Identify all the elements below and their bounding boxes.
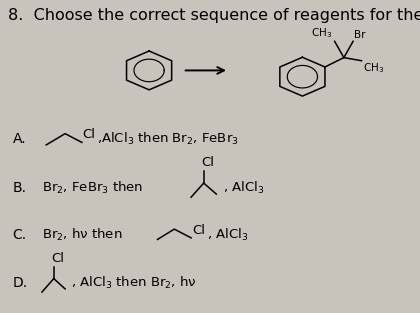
Text: Cl: Cl	[83, 128, 96, 141]
Text: CH$_3$: CH$_3$	[311, 26, 333, 40]
Text: Br$_2$, FeBr$_3$ then: Br$_2$, FeBr$_3$ then	[42, 180, 143, 196]
Text: D.: D.	[13, 276, 28, 290]
Text: 8.  Choose the correct sequence of reagents for the transformati: 8. Choose the correct sequence of reagen…	[8, 8, 420, 23]
Text: Cl: Cl	[51, 252, 64, 265]
Text: Cl: Cl	[192, 224, 205, 237]
Text: , AlCl$_3$: , AlCl$_3$	[223, 180, 264, 196]
Text: Cl: Cl	[202, 156, 215, 169]
Text: , AlCl$_3$: , AlCl$_3$	[207, 227, 248, 243]
Text: B.: B.	[13, 181, 26, 195]
Text: , AlCl$_3$ then Br$_2$, hν: , AlCl$_3$ then Br$_2$, hν	[71, 275, 196, 291]
Text: Br$_2$, hν then: Br$_2$, hν then	[42, 227, 123, 243]
Text: ,AlCl$_3$ then Br$_2$, FeBr$_3$: ,AlCl$_3$ then Br$_2$, FeBr$_3$	[97, 131, 238, 147]
Text: A.: A.	[13, 132, 26, 146]
Text: CH$_3$: CH$_3$	[363, 61, 384, 75]
Text: C.: C.	[13, 228, 27, 242]
Text: Br: Br	[354, 30, 366, 40]
